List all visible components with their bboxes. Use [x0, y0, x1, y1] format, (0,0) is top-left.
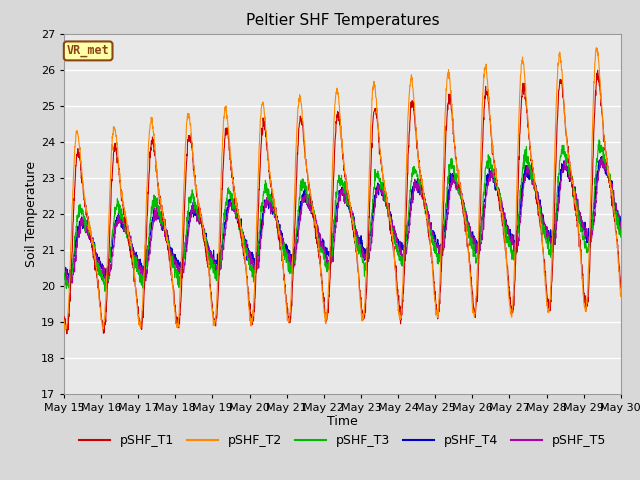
Title: Peltier SHF Temperatures: Peltier SHF Temperatures	[246, 13, 439, 28]
Y-axis label: Soil Temperature: Soil Temperature	[25, 161, 38, 266]
Text: VR_met: VR_met	[67, 44, 109, 58]
Legend: pSHF_T1, pSHF_T2, pSHF_T3, pSHF_T4, pSHF_T5: pSHF_T1, pSHF_T2, pSHF_T3, pSHF_T4, pSHF…	[74, 429, 611, 452]
X-axis label: Time: Time	[327, 415, 358, 429]
